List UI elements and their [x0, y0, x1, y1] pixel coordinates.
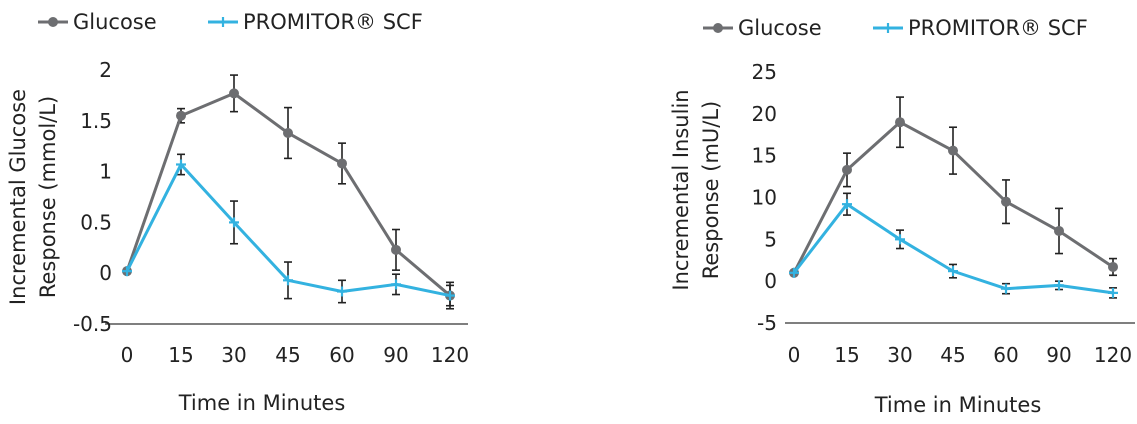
- data-point: [122, 266, 132, 277]
- x-tick-label: 30: [221, 343, 246, 367]
- x-axis-title: Time in Minutes: [178, 391, 346, 415]
- y-tick-label: -0.5: [73, 312, 112, 336]
- data-point: [176, 159, 186, 170]
- y-tick-label: 10: [752, 186, 777, 210]
- legend-item: Glucose: [703, 16, 822, 40]
- data-point: [948, 145, 958, 156]
- legend-swatch-marker: [713, 23, 723, 33]
- data-point: [229, 88, 239, 99]
- y-tick-label: 15: [752, 144, 777, 168]
- data-point: [1001, 283, 1011, 294]
- y-tick-label: 0: [764, 269, 777, 293]
- legend-swatch-marker: [48, 17, 58, 27]
- legend-label: Glucose: [738, 16, 822, 40]
- legend-label: PROMITOR® SCF: [243, 10, 423, 34]
- x-tick-label: 45: [275, 343, 300, 367]
- data-point: [895, 234, 905, 245]
- data-point: [283, 275, 293, 286]
- y-tick-label: 0.5: [80, 210, 112, 234]
- data-point: [337, 158, 347, 169]
- series-promitor: [122, 153, 455, 307]
- x-tick-label: 120: [1094, 343, 1132, 367]
- y-tick-label: 5: [764, 227, 777, 251]
- y-tick-label: 0: [99, 261, 112, 285]
- data-point: [337, 286, 347, 297]
- data-point: [948, 266, 958, 277]
- x-tick-label: 90: [1046, 343, 1071, 367]
- y-axis-title-line: Incremental Insulin: [669, 89, 693, 290]
- y-tick-label: 25: [752, 60, 777, 84]
- series-line: [792, 202, 1114, 295]
- y-tick-label: 1.5: [80, 109, 112, 133]
- data-point: [842, 199, 852, 210]
- data-point: [391, 279, 401, 290]
- data-point: [1108, 261, 1118, 272]
- legend-item: PROMITOR® SCF: [873, 16, 1088, 40]
- chart-panel-1: -0.5 0 0.5 1 1.5 2 0 15 30 45 60 90 120 Time in Minut…: [6, 10, 469, 415]
- x-tick-label: 45: [940, 343, 965, 367]
- data-point: [283, 127, 293, 138]
- data-point: [1054, 225, 1064, 236]
- data-point: [842, 164, 852, 175]
- chart-panel-2: -5 0 5 10 15 20 25 0 15 30 45 60 90 120 Time in Minute…: [669, 16, 1135, 417]
- x-tick-label: 120: [431, 343, 469, 367]
- y-axis-title: Incremental Insulin Response (mU/L): [669, 89, 723, 290]
- x-tick-label: 0: [121, 343, 134, 367]
- data-point: [789, 267, 799, 278]
- x-tick-label: 60: [329, 343, 354, 367]
- data-point: [1108, 287, 1118, 298]
- y-axis-title-line: Response (mmol/L): [36, 96, 60, 298]
- y-tick-label: 1: [99, 160, 112, 184]
- data-point: [176, 110, 186, 121]
- x-tick-label: 0: [788, 343, 801, 367]
- legend-label: Glucose: [73, 10, 157, 34]
- legend-label: PROMITOR® SCF: [908, 16, 1088, 40]
- x-axis-title: Time in Minutes: [874, 393, 1042, 417]
- x-tick-label: 30: [887, 343, 912, 367]
- legend-item: PROMITOR® SCF: [208, 10, 423, 34]
- y-tick-label: 20: [752, 102, 777, 126]
- data-point: [391, 244, 401, 255]
- series-promitor: [789, 192, 1118, 299]
- x-tick-label: 15: [834, 343, 859, 367]
- y-axis-title-line: Response (mU/L): [699, 101, 723, 280]
- series-glucose: [122, 74, 455, 310]
- data-point: [895, 117, 905, 128]
- data-point: [1001, 196, 1011, 207]
- y-axis-title: Incremental Glucose Response (mmol/L): [6, 89, 60, 305]
- x-tick-label: 60: [993, 343, 1018, 367]
- data-point: [229, 217, 239, 228]
- x-tick-label: 90: [383, 343, 408, 367]
- series-glucose: [789, 96, 1118, 278]
- legend-item: Glucose: [38, 10, 157, 34]
- data-point: [445, 290, 455, 301]
- data-point: [1054, 280, 1064, 291]
- y-axis-title-line: Incremental Glucose: [6, 89, 30, 305]
- y-tick-label: -5: [757, 311, 777, 335]
- x-tick-label: 15: [168, 343, 193, 367]
- y-tick-label: 2: [99, 58, 112, 82]
